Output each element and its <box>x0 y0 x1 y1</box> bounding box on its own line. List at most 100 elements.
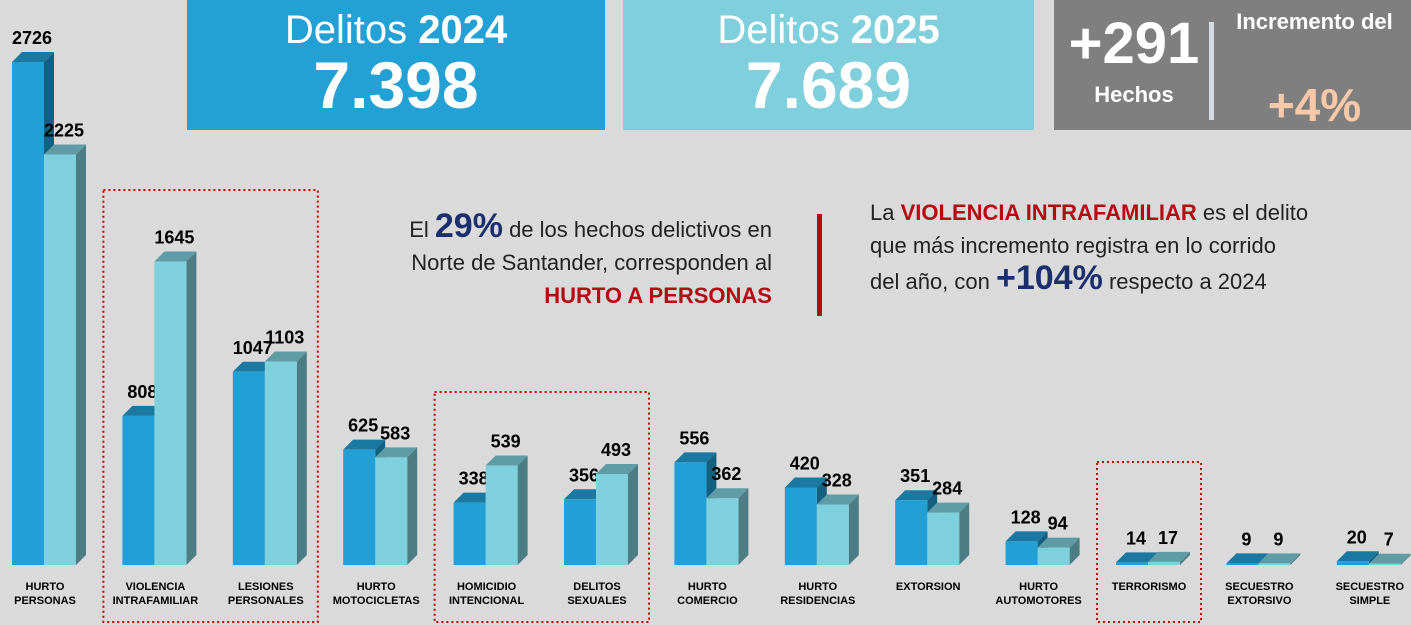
bar-top <box>1258 553 1301 564</box>
x-tick-label: SECUESTRO EXTORSIVO <box>1225 581 1294 607</box>
value-label: 7 <box>1384 530 1394 550</box>
summary-year: 2025 <box>850 8 940 52</box>
value-label: 9 <box>1241 529 1251 549</box>
note-emphasis: VIOLENCIA INTRAFAMILIAR <box>900 200 1197 225</box>
summary-label: Delitos <box>284 8 408 52</box>
bar-top <box>264 351 307 362</box>
value-label: 351 <box>900 466 930 486</box>
bar-front <box>122 415 155 565</box>
change-relative: +4% <box>1267 79 1362 131</box>
bar <box>816 494 859 565</box>
bar-top <box>1226 553 1269 564</box>
bar-top <box>485 455 528 466</box>
summary-total: 7.689 <box>745 48 912 122</box>
value-label: 1645 <box>154 227 194 247</box>
note-highlight: +104% <box>996 259 1103 297</box>
bar <box>154 251 197 565</box>
value-label: 284 <box>932 479 962 499</box>
bar-front <box>1005 541 1038 565</box>
bar-top <box>232 361 275 372</box>
bar-top <box>1336 551 1379 562</box>
x-tick-label: HURTO AUTOMOTORES <box>995 581 1082 607</box>
bar-top <box>122 405 165 416</box>
change-relative-label: Incremento del <box>1236 9 1393 34</box>
bar-front <box>12 62 44 565</box>
bar-top <box>1116 552 1158 563</box>
bar-side <box>186 251 197 565</box>
note-text: El <box>409 217 429 242</box>
bar-front <box>816 504 849 565</box>
value-label: 14 <box>1126 528 1146 548</box>
value-label: 338 <box>459 469 489 489</box>
summary-total: 7.398 <box>313 48 479 122</box>
bar-front <box>1336 561 1369 565</box>
summary-2025: Delitos 2025 7.689 <box>623 0 1034 130</box>
bar-top <box>706 488 749 499</box>
bar <box>706 488 749 565</box>
x-tick-label: DELITOS SEXUALES <box>567 581 627 607</box>
bar-top <box>564 489 606 500</box>
bar-top <box>784 477 827 488</box>
value-label: 2225 <box>44 120 84 140</box>
x-tick-label: SECUESTRO SIMPLE <box>1335 581 1405 607</box>
bar-side <box>76 144 86 565</box>
bar <box>1037 537 1080 565</box>
value-label: 128 <box>1011 507 1041 527</box>
bar <box>1148 551 1190 565</box>
bar-front <box>1258 563 1291 565</box>
value-label: 556 <box>679 428 709 448</box>
bar-front <box>1226 563 1259 565</box>
bar-front <box>784 487 817 565</box>
bar-front <box>343 449 376 565</box>
value-label: 328 <box>822 470 852 490</box>
divider <box>817 214 822 316</box>
x-tick-label: HURTO COMERCIO <box>677 581 738 607</box>
value-label: 2726 <box>12 28 52 48</box>
bar <box>44 144 86 565</box>
bar-front <box>895 500 928 565</box>
bar-side <box>1400 553 1411 565</box>
x-tick-label: HURTO PERSONAS <box>14 581 76 607</box>
bar-top <box>816 494 859 505</box>
x-tick-label: EXTORSION <box>895 581 961 593</box>
bar-side <box>959 502 970 565</box>
highlight-box <box>102 189 319 623</box>
value-label: 362 <box>711 464 741 484</box>
bar <box>596 464 638 565</box>
note-highlight: 29% <box>434 207 503 245</box>
bar-side <box>407 447 418 565</box>
value-label: 9 <box>1273 529 1283 549</box>
value-label: 17 <box>1158 528 1178 548</box>
bar-front <box>264 361 297 565</box>
bar-side <box>1069 537 1080 565</box>
x-tick-label: HURTO RESIDENCIAS <box>780 581 856 607</box>
bar <box>264 351 307 565</box>
bar-front <box>596 474 628 565</box>
bar-front <box>453 502 486 565</box>
bar-front <box>674 462 707 565</box>
bar-side <box>738 488 749 565</box>
separator <box>1209 22 1214 120</box>
bar-top <box>44 144 86 155</box>
bar-top <box>895 490 938 501</box>
note-text: respecto a 2024 <box>1108 269 1267 294</box>
value-label: 539 <box>491 432 521 452</box>
bar-front <box>1037 547 1070 565</box>
bar-side <box>1180 551 1190 565</box>
value-label: 356 <box>569 465 599 485</box>
bar-top <box>1368 553 1411 564</box>
highlight-box <box>433 391 650 623</box>
value-label: 20 <box>1347 527 1367 547</box>
bar <box>927 502 970 565</box>
bar-front <box>375 457 408 565</box>
x-tick-label: LESIONES PERSONALES <box>227 581 304 607</box>
bar-side <box>628 464 638 565</box>
bar-front <box>232 371 265 565</box>
note: El 29% de los hechos delictivos en Norte… <box>400 207 772 312</box>
bar-top <box>674 452 717 463</box>
bar-side <box>848 494 859 565</box>
bar-front <box>154 261 187 565</box>
bar-front <box>485 465 518 565</box>
